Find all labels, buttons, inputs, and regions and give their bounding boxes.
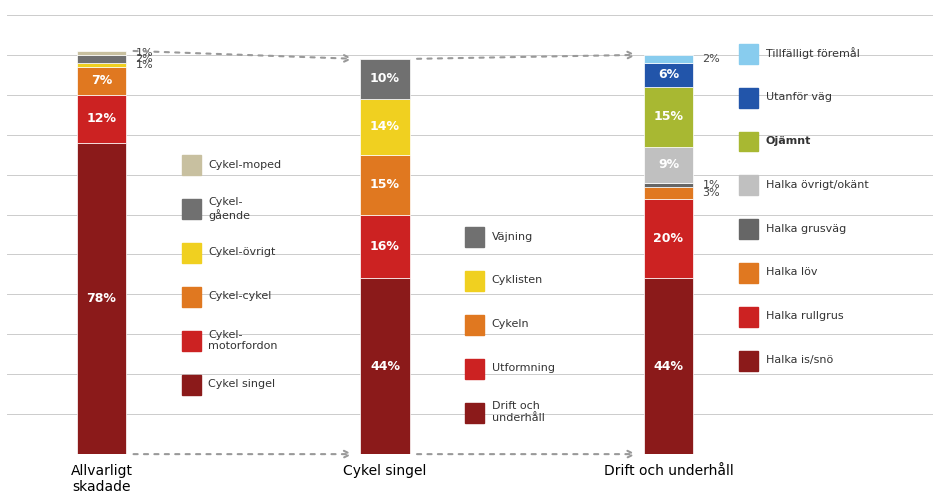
Bar — [740, 88, 759, 108]
Text: Cykel-cykel: Cykel-cykel — [209, 292, 272, 302]
Text: 12%: 12% — [86, 112, 117, 125]
Bar — [740, 351, 759, 371]
Text: Cykeln: Cykeln — [492, 319, 529, 329]
Text: Halka löv: Halka löv — [766, 268, 817, 278]
Bar — [644, 186, 693, 198]
Text: Utanför väg: Utanför väg — [766, 92, 832, 102]
Bar — [181, 199, 200, 219]
Text: 20%: 20% — [653, 232, 683, 245]
Text: 1%: 1% — [135, 60, 153, 70]
Bar — [740, 219, 759, 239]
Text: Tillfälligt föremål: Tillfälligt föremål — [766, 47, 860, 59]
Text: 78%: 78% — [86, 292, 117, 305]
Text: Halka rullgrus: Halka rullgrus — [766, 312, 843, 321]
Bar — [77, 55, 126, 63]
Text: 6%: 6% — [658, 68, 679, 81]
Text: 9%: 9% — [658, 158, 679, 171]
Text: Halka is/snö: Halka is/snö — [766, 355, 833, 365]
Bar — [181, 331, 200, 351]
Bar — [360, 279, 410, 454]
Text: 2%: 2% — [135, 54, 153, 64]
Text: Ojämnt: Ojämnt — [766, 136, 811, 146]
Text: Cykel-övrigt: Cykel-övrigt — [209, 247, 275, 258]
Bar — [740, 175, 759, 195]
Bar — [740, 264, 759, 283]
Text: Halka grusväg: Halka grusväg — [766, 223, 846, 233]
Bar — [740, 44, 759, 64]
Bar — [77, 95, 126, 143]
Bar — [77, 67, 126, 95]
Text: Cykel-
motorfordon: Cykel- motorfordon — [209, 330, 277, 351]
Bar — [360, 99, 410, 155]
Bar — [181, 375, 200, 395]
Bar — [644, 198, 693, 279]
Text: 2%: 2% — [702, 54, 720, 64]
Text: Cykel-
gående: Cykel- gående — [209, 196, 250, 220]
Bar — [740, 132, 759, 151]
Bar — [181, 155, 200, 175]
Text: 15%: 15% — [653, 110, 683, 123]
Bar — [77, 63, 126, 67]
Bar — [465, 403, 484, 423]
Text: Halka övrigt/okänt: Halka övrigt/okänt — [766, 180, 869, 189]
Text: Drift och
underhåll: Drift och underhåll — [492, 401, 544, 423]
Text: 1%: 1% — [135, 48, 153, 58]
Bar — [644, 63, 693, 87]
Bar — [360, 155, 410, 214]
Text: Väjning: Väjning — [492, 231, 533, 241]
Bar — [644, 147, 693, 183]
Bar — [465, 227, 484, 247]
Bar — [465, 359, 484, 379]
Text: Utformning: Utformning — [492, 363, 555, 373]
Text: Cyklisten: Cyklisten — [492, 276, 543, 286]
Text: 44%: 44% — [653, 360, 683, 373]
Text: 10%: 10% — [370, 72, 400, 85]
Text: 3%: 3% — [702, 187, 720, 197]
Bar — [644, 279, 693, 454]
Bar — [740, 307, 759, 327]
Text: 14%: 14% — [370, 120, 400, 133]
Text: 15%: 15% — [370, 178, 400, 191]
Bar — [181, 243, 200, 264]
Bar — [77, 143, 126, 454]
Bar — [360, 214, 410, 279]
Text: 16%: 16% — [370, 240, 400, 253]
Bar — [77, 51, 126, 55]
Bar — [465, 271, 484, 291]
Text: 44%: 44% — [370, 360, 400, 373]
Bar — [644, 55, 693, 63]
Bar — [644, 183, 693, 186]
Text: Cykel singel: Cykel singel — [209, 379, 275, 389]
Text: 1%: 1% — [702, 180, 720, 189]
Bar — [644, 87, 693, 147]
Text: Cykel-moped: Cykel-moped — [209, 160, 281, 170]
Bar — [181, 287, 200, 307]
Bar — [465, 315, 484, 335]
Bar — [360, 59, 410, 99]
Text: 7%: 7% — [91, 74, 112, 87]
